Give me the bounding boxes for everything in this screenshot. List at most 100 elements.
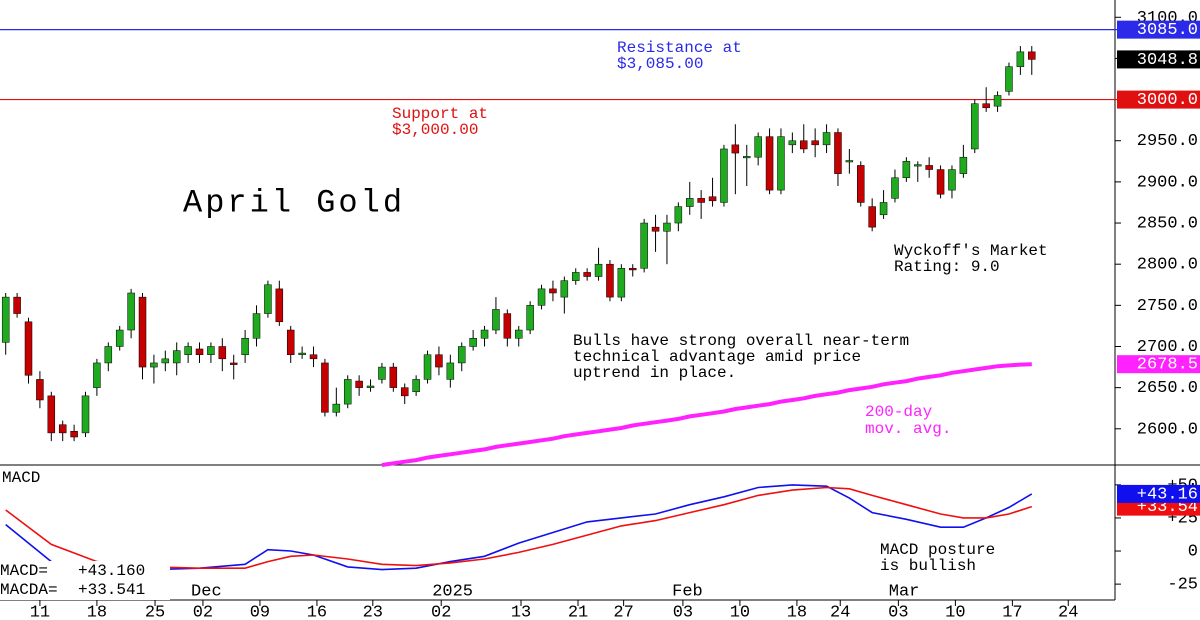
- moving-average: [381, 362, 1032, 467]
- x-tick-label: 09: [250, 603, 270, 620]
- close-label: 3048.8: [1137, 51, 1198, 70]
- candle-body: [469, 338, 477, 347]
- x-tick-label: 03: [673, 603, 693, 620]
- y-tick-label: 2700.0: [1137, 338, 1198, 357]
- candle-body: [640, 222, 648, 269]
- candle-body: [697, 198, 705, 203]
- candle-body: [628, 268, 637, 271]
- candle-body: [58, 424, 67, 434]
- candle-body: [845, 160, 854, 163]
- candle-body: [777, 136, 785, 191]
- level-box: [1117, 20, 1200, 39]
- macd-value-box: [1117, 484, 1200, 503]
- candle-body: [731, 144, 740, 154]
- candle-body: [1, 296, 10, 343]
- x-tick-label: 27: [613, 603, 633, 620]
- x-tick-label: 24: [830, 603, 850, 620]
- candle-body: [1016, 51, 1025, 67]
- candle-body: [446, 362, 455, 380]
- candle-body: [161, 358, 170, 364]
- candle-body: [184, 346, 192, 355]
- x-tick-label: 16: [307, 603, 327, 620]
- legend-value: +43.160: [78, 562, 145, 580]
- macd-title: MACD: [2, 469, 40, 487]
- ma-label: 200-day: [865, 403, 933, 421]
- candle-body: [936, 169, 945, 195]
- y-tick-label: 0: [1188, 543, 1198, 562]
- ma-label: 2678.5: [1137, 356, 1198, 375]
- ma-box: [1117, 355, 1200, 374]
- y-tick-label: 2900.0: [1137, 173, 1198, 192]
- x-tick-label: 18: [87, 603, 107, 620]
- candle-body: [400, 387, 409, 397]
- candle-body: [1028, 51, 1036, 60]
- macd-line: [5, 486, 1033, 569]
- x-tick-label: 17: [1002, 603, 1022, 620]
- level-note: $3,000.00: [392, 121, 478, 139]
- candle-body: [24, 321, 33, 376]
- y-tick-label: 2600.0: [1137, 420, 1198, 439]
- candle-body: [549, 288, 557, 294]
- candle-body: [800, 140, 808, 150]
- candle-body: [127, 292, 135, 331]
- candle-body: [720, 148, 728, 203]
- candle-body: [309, 354, 318, 360]
- y-tick-label: 2950.0: [1137, 132, 1198, 151]
- candle-body: [594, 263, 603, 277]
- candle-body: [868, 206, 876, 228]
- candle-body: [560, 280, 569, 298]
- candle-body: [207, 346, 215, 355]
- candle-body: [788, 140, 797, 146]
- x-tick-label: 21: [568, 603, 588, 620]
- level-box: [1117, 90, 1200, 109]
- candle-body: [583, 272, 591, 277]
- ma-label: mov. avg.: [865, 420, 951, 438]
- candle-body: [993, 95, 1002, 107]
- candle-body: [104, 346, 113, 364]
- candle-body: [743, 156, 751, 159]
- candle-body: [93, 362, 101, 388]
- candle-body: [651, 226, 660, 232]
- candle-body: [321, 362, 329, 413]
- level-note: Resistance at: [617, 39, 742, 57]
- candle-body: [1005, 66, 1013, 92]
- candle-body: [834, 132, 842, 174]
- candle-body: [252, 313, 261, 339]
- candle-body: [275, 288, 284, 323]
- candle-body: [902, 161, 911, 179]
- candle-body: [264, 284, 272, 314]
- candle-body: [298, 352, 306, 355]
- candle-body: [811, 140, 819, 146]
- annotation: uptrend in place.: [573, 364, 736, 382]
- candle-body: [914, 164, 922, 167]
- level-label: 3000.0: [1137, 91, 1198, 110]
- candle-body: [47, 395, 56, 434]
- candle-body: [708, 196, 717, 202]
- legend-name: MACD=: [0, 562, 48, 580]
- month-label: Feb: [672, 582, 703, 601]
- annotation: is bullish: [880, 557, 976, 575]
- x-tick-label: 24: [1058, 603, 1078, 620]
- candle-body: [366, 385, 375, 388]
- annotation: MACD posture: [880, 541, 995, 559]
- candle-body: [150, 362, 158, 368]
- y-tick-label: 2750.0: [1137, 297, 1198, 316]
- candle-body: [571, 272, 580, 281]
- candle-body: [685, 198, 694, 207]
- candle-body: [378, 366, 386, 380]
- y-tick-label: 2650.0: [1137, 379, 1198, 398]
- level-note: $3,085.00: [617, 55, 703, 73]
- candle-body: [343, 379, 352, 405]
- legend-name: MACDA=: [0, 581, 58, 599]
- annotation: Rating: 9.0: [894, 258, 1000, 276]
- x-tick-label: 10: [730, 603, 750, 620]
- candle-body: [389, 366, 398, 388]
- candle-body: [663, 222, 671, 232]
- y-tick-label: 2800.0: [1137, 256, 1198, 275]
- candle-body: [754, 136, 762, 158]
- candle-body: [879, 202, 888, 216]
- x-tick-label: 11: [30, 603, 50, 620]
- annotation: Bulls have strong overall near-term: [573, 332, 909, 350]
- candle-body: [537, 288, 546, 306]
- x-tick-label: 25: [145, 603, 165, 620]
